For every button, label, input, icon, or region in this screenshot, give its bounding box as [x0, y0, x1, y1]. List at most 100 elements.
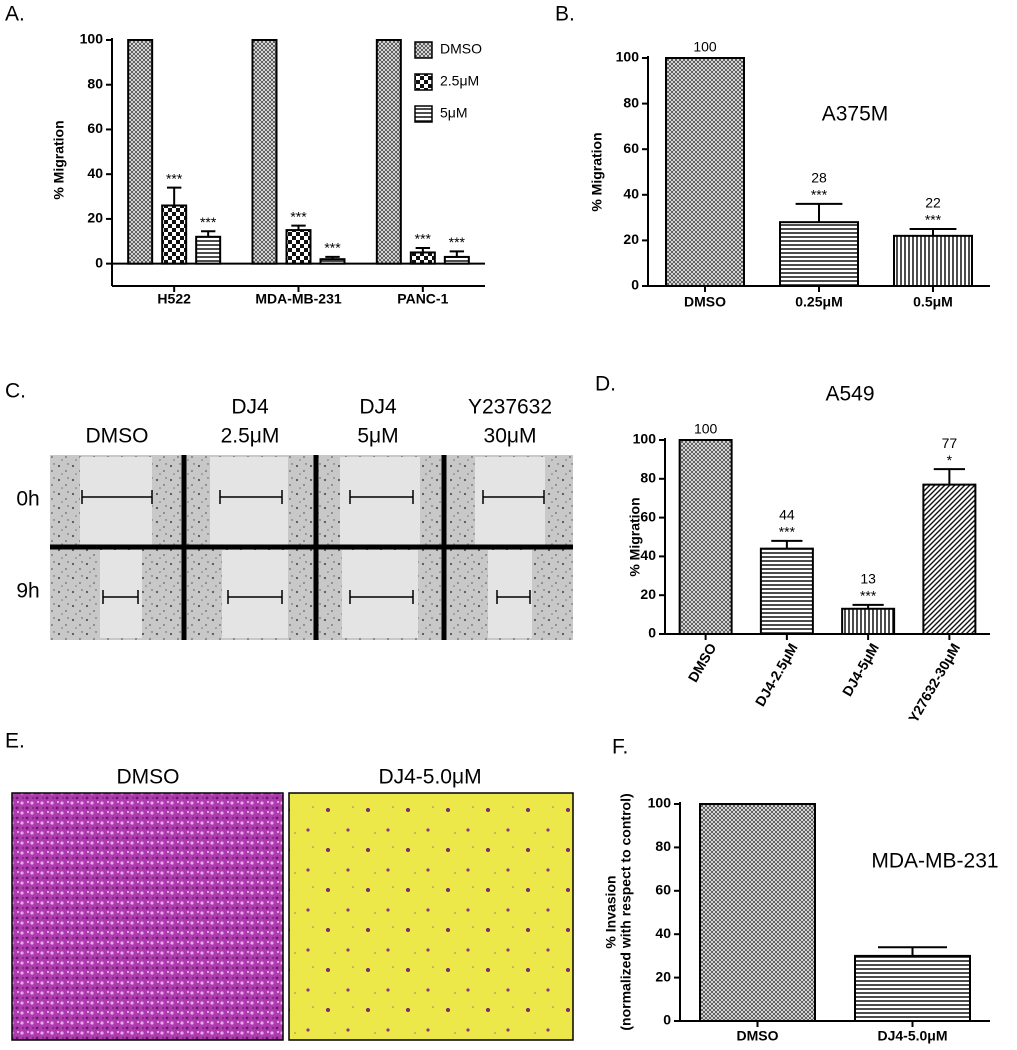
data-label: 100 [693, 39, 717, 55]
error-bar [325, 255, 340, 260]
y-tick-label: 100 [616, 49, 640, 65]
column-label: Y237632 [468, 396, 552, 419]
y-tick-label: 100 [648, 795, 672, 811]
x-tick-label: DJ4-5μM [839, 640, 882, 699]
x-tick-label: DMSO [737, 1028, 779, 1044]
bar [443, 255, 470, 265]
y-tick-label: 20 [87, 210, 103, 226]
x-tick-label: Y27632-30μM [905, 640, 963, 725]
y-axis-label: % Migration [589, 132, 605, 211]
bar [375, 39, 402, 265]
bar [127, 39, 154, 265]
legend-label: 2.5μM [440, 73, 479, 89]
y-tick-label: 0 [663, 1012, 671, 1028]
y-tick-label: 100 [80, 31, 104, 47]
legend-label: DMSO [440, 41, 482, 57]
significance: *** [166, 170, 183, 186]
x-tick-label: PANC-1 [397, 291, 448, 307]
scratch-assay-images [50, 455, 573, 640]
significance: *** [290, 208, 307, 224]
bar [409, 251, 436, 265]
data-label: 100 [694, 421, 718, 437]
x-tick-label: MDA-MB-231 [255, 291, 342, 307]
invasion-image [11, 792, 284, 1041]
y-tick-label: 40 [87, 165, 103, 181]
panel-label: D. [595, 373, 616, 396]
error-bar [933, 468, 965, 485]
y-tick-label: 40 [640, 547, 656, 563]
panel-label: F. [612, 736, 628, 759]
bar [195, 235, 222, 265]
significance: *** [779, 524, 796, 540]
significance: *** [415, 231, 432, 247]
chart-title: A549 [825, 383, 874, 406]
wound-gaps [80, 457, 545, 638]
y-axis-label: % Migration [51, 120, 67, 199]
bar [319, 258, 346, 265]
image-label: DJ4-5.0μM [378, 766, 481, 789]
y-tick-label: 20 [655, 968, 671, 984]
legend-swatch [414, 73, 433, 91]
bar [285, 229, 312, 265]
x-tick-label: H522 [157, 291, 191, 307]
y-tick-label: 40 [655, 925, 671, 941]
column-label: 30μM [484, 425, 537, 448]
x-tick-label: 0.5μM [913, 294, 953, 310]
bar [841, 607, 896, 636]
y-tick-label: 20 [640, 586, 656, 602]
x-tick-label: 0.25μM [795, 294, 842, 310]
image-label: DMSO [117, 766, 180, 789]
panel-label: B. [555, 3, 575, 26]
data-label: 44 [779, 507, 795, 523]
y-tick-label: 0 [95, 254, 103, 270]
error-bar [415, 246, 431, 253]
scale-bars [81, 490, 545, 604]
y-tick-label: 100 [633, 431, 657, 447]
y-tick-label: 80 [623, 94, 639, 110]
dividers [50, 455, 573, 640]
data-label: 13 [860, 571, 876, 587]
error-bar [291, 224, 306, 231]
y-tick-label: 0 [648, 625, 656, 641]
bar [161, 204, 188, 265]
error-bar [878, 946, 947, 956]
error-bar [200, 230, 216, 237]
error-bar [909, 228, 957, 236]
y-tick-label: 0 [631, 277, 639, 293]
data-label: 77 [942, 435, 958, 451]
y-tick-label: 80 [640, 470, 656, 486]
y-tick-label: 80 [655, 838, 671, 854]
panel-label: A. [5, 3, 25, 26]
data-label: 28 [811, 170, 827, 186]
panel-label: C. [5, 380, 26, 403]
column-label: DJ4 [359, 396, 397, 419]
annotation: A375M [822, 103, 889, 126]
bar [922, 483, 977, 635]
error-bar [449, 250, 465, 257]
y-tick-label: 20 [623, 231, 639, 247]
x-tick-label: DMSO [684, 294, 726, 310]
bar [779, 221, 859, 288]
bar [893, 234, 973, 287]
column-label: DJ4 [231, 396, 269, 419]
y-tick-label: 60 [87, 120, 103, 136]
column-label: 2.5μM [221, 425, 280, 448]
bar [759, 547, 814, 636]
y-axis-label: (normalized with respect to control) [618, 793, 634, 1030]
legend-swatch [414, 41, 433, 59]
row-label: 9h [16, 580, 39, 603]
error-bar [771, 539, 803, 549]
column-label: 5μM [357, 425, 398, 448]
error-bar [795, 202, 843, 223]
bar [678, 439, 733, 635]
y-tick-label: 60 [640, 508, 656, 524]
x-tick-label: DJ4-5.0μM [877, 1028, 947, 1044]
error-bar [852, 603, 884, 609]
significance: *** [811, 187, 828, 203]
significance: * [947, 452, 953, 468]
y-axis-label: % Invasion [603, 875, 619, 948]
bar [854, 954, 971, 1023]
y-tick-label: 60 [623, 140, 639, 156]
bar [665, 57, 745, 287]
